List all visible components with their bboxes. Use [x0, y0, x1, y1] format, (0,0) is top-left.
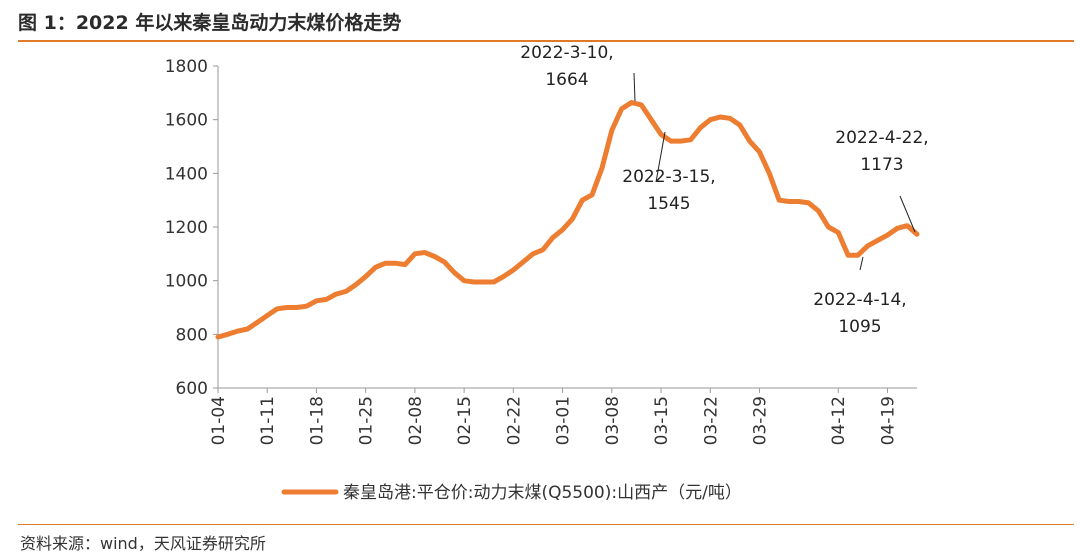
- annotation-value: 1545: [647, 194, 690, 214]
- annotation-date: 2022-4-22,: [835, 128, 928, 148]
- annotation-date: 2022-4-14,: [813, 290, 906, 310]
- x-tick-label: 01-25: [357, 396, 377, 445]
- title-rule: [18, 40, 1074, 42]
- y-tick-label: 1800: [165, 57, 208, 77]
- figure-title: 图 1：2022 年以来秦皇岛动力末煤价格走势: [18, 12, 402, 34]
- x-tick-label: 03-01: [554, 396, 574, 445]
- x-tick-label: 03-22: [701, 396, 721, 445]
- annotation-leader: [633, 72, 636, 102]
- x-tick-label: 04-12: [829, 396, 849, 445]
- annotation-date: 2022-3-15,: [622, 167, 715, 187]
- annotation-value: 1664: [545, 70, 588, 90]
- x-tick-label: 02-22: [504, 396, 524, 445]
- annotations: 2022-3-10, 1664 2022-3-15, 1545 2022-4-22, 11…: [520, 43, 928, 337]
- legend-label: 秦皇岛港:平仓价:动力末煤(Q5500):山西产（元/吨）: [343, 483, 742, 503]
- annotation-leader: [655, 131, 666, 183]
- x-tick-label: 01-18: [307, 396, 327, 445]
- y-tick-label: 1200: [165, 218, 208, 238]
- y-tick-label: 1400: [165, 164, 208, 184]
- chart-axes: 600 800 1000 1200 1400 1600 1800 01-04 01-11 01-1…: [165, 57, 917, 445]
- x-tick-label: 02-08: [406, 396, 426, 445]
- annotation-value: 1173: [860, 155, 903, 175]
- annotation-date: 2022-3-10,: [520, 43, 613, 63]
- y-tick-label: 600: [176, 379, 208, 399]
- annotation-leader: [859, 256, 864, 271]
- x-tick-label: 03-15: [652, 396, 672, 445]
- source-note: 资料来源：wind，天风证券研究所: [20, 534, 266, 553]
- legend: 秦皇岛港:平仓价:动力末煤(Q5500):山西产（元/吨）: [281, 483, 742, 503]
- x-tick-label: 01-11: [258, 396, 278, 445]
- y-tick-label: 800: [176, 325, 208, 345]
- y-tick-label: 1600: [165, 111, 208, 131]
- plot-area: [215, 100, 920, 340]
- x-tick-label: 03-29: [750, 396, 770, 445]
- x-tick-label: 02-15: [455, 396, 475, 445]
- price-series-line: [215, 100, 920, 340]
- source-rule: [18, 524, 1074, 525]
- annotation-value: 1095: [838, 317, 881, 337]
- x-tick-label: 01-04: [209, 396, 229, 445]
- x-tick-label: 04-19: [878, 396, 898, 445]
- annotation-leader: [899, 195, 916, 233]
- x-tick-label: 03-08: [603, 396, 623, 445]
- y-tick-label: 1000: [165, 272, 208, 292]
- price-line-chart: 600 800 1000 1200 1400 1600 1800 01-04 01-11 01-1…: [165, 43, 929, 503]
